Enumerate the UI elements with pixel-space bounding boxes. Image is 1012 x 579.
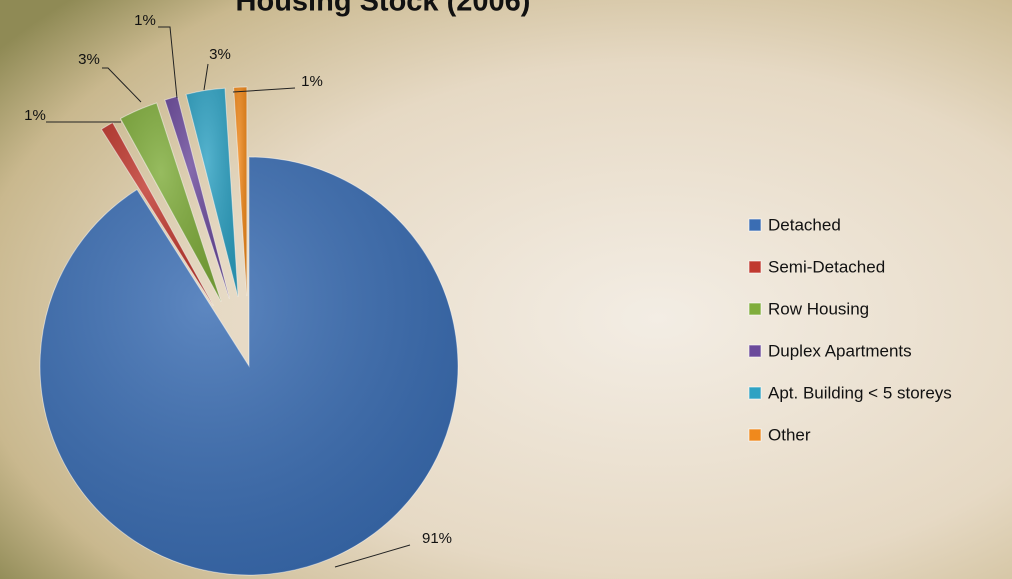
leader-line: [232, 87, 296, 93]
legend-swatch: [748, 260, 762, 274]
legend-swatch: [748, 344, 762, 358]
data-labels: 91% 1% 3% 1% 3% 1%: [24, 12, 452, 568]
data-label: 91%: [422, 530, 452, 547]
leader-line: [203, 63, 209, 91]
legend: Detached Semi-Detached Row Housing Duplex A…: [748, 215, 952, 444]
data-label: 1%: [24, 107, 46, 124]
legend-label: Semi-Detached: [768, 257, 885, 276]
legend-label: Detached: [768, 215, 841, 234]
legend-label: Row Housing: [768, 299, 869, 318]
legend-swatch: [748, 302, 762, 316]
slice-shading: [233, 87, 247, 297]
leader-line: [102, 67, 142, 103]
data-label: 3%: [209, 46, 231, 63]
pie: [39, 86, 459, 576]
leader-line: [158, 26, 178, 99]
slice-shading: [164, 96, 230, 299]
legend-label: Apt. Building < 5 storeys: [768, 383, 952, 402]
slice-shading: [120, 102, 222, 302]
legend-swatch: [748, 218, 762, 232]
slice-shading: [101, 122, 214, 306]
data-label: 3%: [78, 51, 100, 68]
slice-shading: [186, 88, 239, 297]
chart-title: Housing Stock (2006): [236, 0, 531, 18]
data-label: 1%: [301, 73, 323, 90]
legend-swatch: [748, 428, 762, 442]
legend-label: Other: [768, 425, 811, 444]
leader-line: [334, 544, 411, 568]
legend-label: Duplex Apartments: [768, 341, 912, 360]
legend-swatch: [748, 386, 762, 400]
data-label: 1%: [134, 12, 156, 29]
slice-shading: [39, 157, 459, 575]
